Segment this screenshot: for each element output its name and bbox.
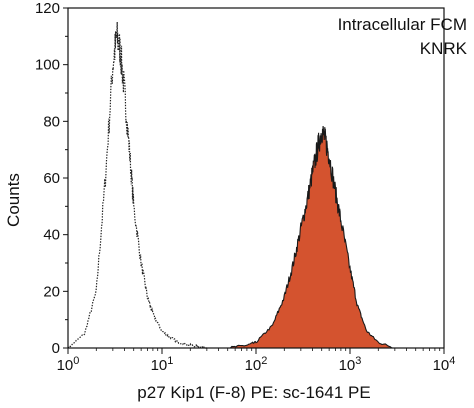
- plot-layer: [67, 21, 395, 349]
- annotation-cell-line: KNRK: [420, 39, 468, 58]
- y-tick-label-5: 100: [35, 57, 60, 74]
- x-axis-title: p27 Kip1 (F-8) PE: sc-1641 PE: [137, 383, 370, 402]
- y-tick-label-3: 60: [43, 170, 60, 187]
- x-tick-label-1: 101: [151, 355, 174, 374]
- axis-layer: 0 20 40 60 80 100 120 100 101 102 103 104: [35, 0, 455, 374]
- x-tick-label-2: 102: [245, 355, 268, 374]
- x-tick-label-3: 103: [339, 355, 362, 374]
- x-tick-label-4: 104: [433, 355, 456, 374]
- y-tick-label-6: 120: [35, 0, 60, 17]
- y-tick-label-4: 80: [43, 113, 60, 130]
- y-axis-title: Counts: [4, 173, 23, 227]
- y-tick-label-0: 0: [52, 340, 60, 357]
- x-tick-label-0: 100: [57, 355, 80, 374]
- y-tick-label-1: 20: [43, 283, 60, 300]
- series-1-outline: [227, 125, 395, 349]
- y-tick-label-2: 40: [43, 227, 60, 244]
- series-1-fill: [227, 126, 395, 348]
- plot-frame: [67, 7, 445, 349]
- annotation-assay: Intracellular FCM: [338, 15, 467, 34]
- series-0-line: [67, 21, 207, 349]
